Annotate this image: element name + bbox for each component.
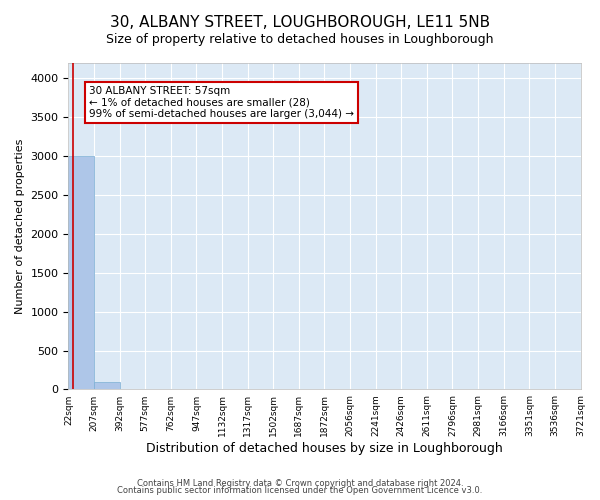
Text: Contains public sector information licensed under the Open Government Licence v3: Contains public sector information licen… bbox=[118, 486, 482, 495]
Text: 30 ALBANY STREET: 57sqm
← 1% of detached houses are smaller (28)
99% of semi-det: 30 ALBANY STREET: 57sqm ← 1% of detached… bbox=[89, 86, 354, 119]
Text: Size of property relative to detached houses in Loughborough: Size of property relative to detached ho… bbox=[106, 32, 494, 46]
Y-axis label: Number of detached properties: Number of detached properties bbox=[15, 138, 25, 314]
Title: 30, ALBANY STREET, LOUGHBOROUGH, LE11 5NB
Size of property relative to detached : 30, ALBANY STREET, LOUGHBOROUGH, LE11 5N… bbox=[0, 499, 1, 500]
Text: Contains HM Land Registry data © Crown copyright and database right 2024.: Contains HM Land Registry data © Crown c… bbox=[137, 478, 463, 488]
Text: 30, ALBANY STREET, LOUGHBOROUGH, LE11 5NB: 30, ALBANY STREET, LOUGHBOROUGH, LE11 5N… bbox=[110, 15, 490, 30]
Bar bbox=[68, 156, 94, 390]
Bar bbox=[94, 382, 119, 390]
X-axis label: Distribution of detached houses by size in Loughborough: Distribution of detached houses by size … bbox=[146, 442, 503, 455]
